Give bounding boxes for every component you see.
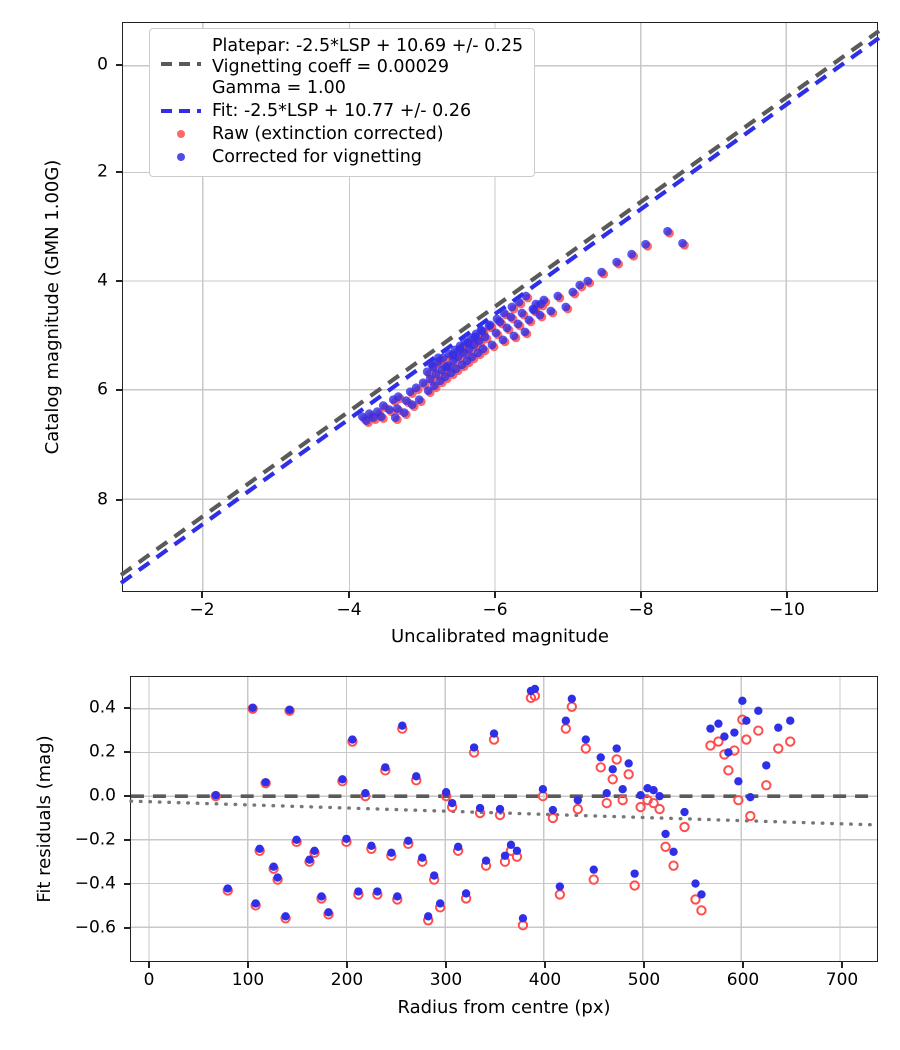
bottom-ytick-mark-m06 — [124, 927, 130, 929]
residuals-vs-radius-axes — [129, 676, 879, 962]
vignetting-fit-line — [119, 36, 881, 585]
bottom-gridlines — [131, 677, 877, 961]
bottom-xtick-mark-300 — [445, 962, 447, 968]
top-xtick-mark-m2 — [201, 592, 203, 598]
bottom-xtick-mark-100 — [247, 962, 249, 968]
bottom-xtick-mark-200 — [346, 962, 348, 968]
bottom-ytick-mark-0 — [124, 795, 130, 797]
top-yaxis-title: Catalog magnitude (GMN 1.00G) — [42, 159, 63, 455]
bottom-xtick-label-300: 300 — [429, 970, 463, 990]
bottom-xtick-label-700: 700 — [825, 970, 859, 990]
dashed-blue-line-icon — [159, 101, 203, 121]
legend-label-fit: Fit: -2.5*LSP + 10.77 +/- 0.26 — [212, 101, 472, 121]
bottom-ytick-mark-p02 — [124, 751, 130, 753]
bottom-plot-canvas — [129, 677, 879, 961]
top-ytick-label-0: 0 — [97, 54, 108, 75]
bottom-xtick-mark-600 — [742, 962, 744, 968]
bottom-xtick-label-400: 400 — [528, 970, 562, 990]
bottom-ytick-mark-m02 — [124, 839, 130, 841]
top-xaxis-title: Uncalibrated magnitude — [390, 626, 610, 647]
legend-entry-platepar: Platepar: -2.5*LSP + 10.69 +/- 0.25 Vign… — [159, 36, 523, 99]
top-ytick-mark-0 — [116, 64, 122, 66]
top-ytick-label-6: 6 — [97, 379, 108, 400]
bottom-ytick-label-m02: −0.2 — [74, 829, 116, 850]
red-marker-icon — [159, 124, 203, 144]
bottom-xtick-mark-500 — [643, 962, 645, 968]
top-ytick-mark-8 — [116, 499, 122, 501]
legend-entry-raw: Raw (extinction corrected) — [159, 124, 523, 145]
top-xtick-mark-m8 — [640, 592, 642, 598]
corrected-residual-points — [211, 684, 795, 923]
bottom-xtick-label-600: 600 — [726, 970, 760, 990]
bottom-xtick-label-0: 0 — [143, 970, 155, 990]
dashed-gray-line-icon — [159, 36, 203, 66]
top-xtick-label-m6: −6 — [482, 600, 508, 620]
top-xtick-label-m4: −4 — [336, 600, 362, 620]
top-ytick-mark-6 — [116, 389, 122, 391]
bottom-xtick-mark-400 — [544, 962, 546, 968]
top-xtick-mark-m10 — [786, 592, 788, 598]
top-ytick-mark-2 — [116, 171, 122, 173]
top-ytick-mark-4 — [116, 280, 122, 282]
bottom-xtick-label-100: 100 — [231, 970, 265, 990]
bottom-ytick-label-p04: 0.4 — [88, 697, 116, 718]
bottom-ytick-label-m06: −0.6 — [74, 917, 116, 938]
bottom-ytick-label-m04: −0.4 — [74, 873, 116, 894]
vignetting-trend-line — [129, 799, 879, 827]
corrected-scatter-points — [357, 226, 687, 425]
top-ytick-label-8: 8 — [97, 489, 108, 510]
legend-label-raw: Raw (extinction corrected) — [212, 124, 444, 144]
bottom-ytick-mark-m04 — [124, 883, 130, 885]
legend-label-corrected: Corrected for vignetting — [212, 147, 422, 167]
bottom-ytick-label-p02: 0.2 — [88, 741, 116, 762]
top-plot-legend: Platepar: -2.5*LSP + 10.69 +/- 0.25 Vign… — [149, 28, 536, 177]
platepar-fit-line — [119, 29, 881, 577]
top-xtick-label-m8: −8 — [628, 600, 654, 620]
top-xtick-label-m2: −2 — [189, 600, 215, 620]
legend-label-platepar: Platepar: -2.5*LSP + 10.69 +/- 0.25 Vign… — [212, 36, 524, 98]
top-xtick-mark-m6 — [494, 592, 496, 598]
top-ytick-label-2: 2 — [97, 161, 108, 182]
top-xtick-mark-m4 — [348, 592, 350, 598]
top-xtick-label-m10: −10 — [769, 600, 805, 620]
bottom-ytick-mark-p04 — [124, 707, 130, 709]
catalog-vs-uncalibrated-axes: Platepar: -2.5*LSP + 10.69 +/- 0.25 Vign… — [119, 22, 881, 592]
legend-entry-fit: Fit: -2.5*LSP + 10.77 +/- 0.26 — [159, 101, 523, 122]
bottom-xtick-mark-0 — [148, 962, 150, 968]
bottom-yaxis-title: Fit residuals (mag) — [34, 735, 55, 903]
blue-marker-icon — [159, 147, 203, 167]
bottom-xtick-label-200: 200 — [330, 970, 364, 990]
raw-residual-points — [210, 690, 796, 931]
bottom-xtick-mark-700 — [841, 962, 843, 968]
bottom-xtick-label-500: 500 — [627, 970, 661, 990]
legend-entry-corrected: Corrected for vignetting — [159, 147, 523, 168]
bottom-ytick-label-0: 0.0 — [88, 785, 116, 806]
bottom-xaxis-title: Radius from centre (px) — [397, 997, 611, 1018]
top-ytick-label-4: 4 — [97, 270, 108, 291]
